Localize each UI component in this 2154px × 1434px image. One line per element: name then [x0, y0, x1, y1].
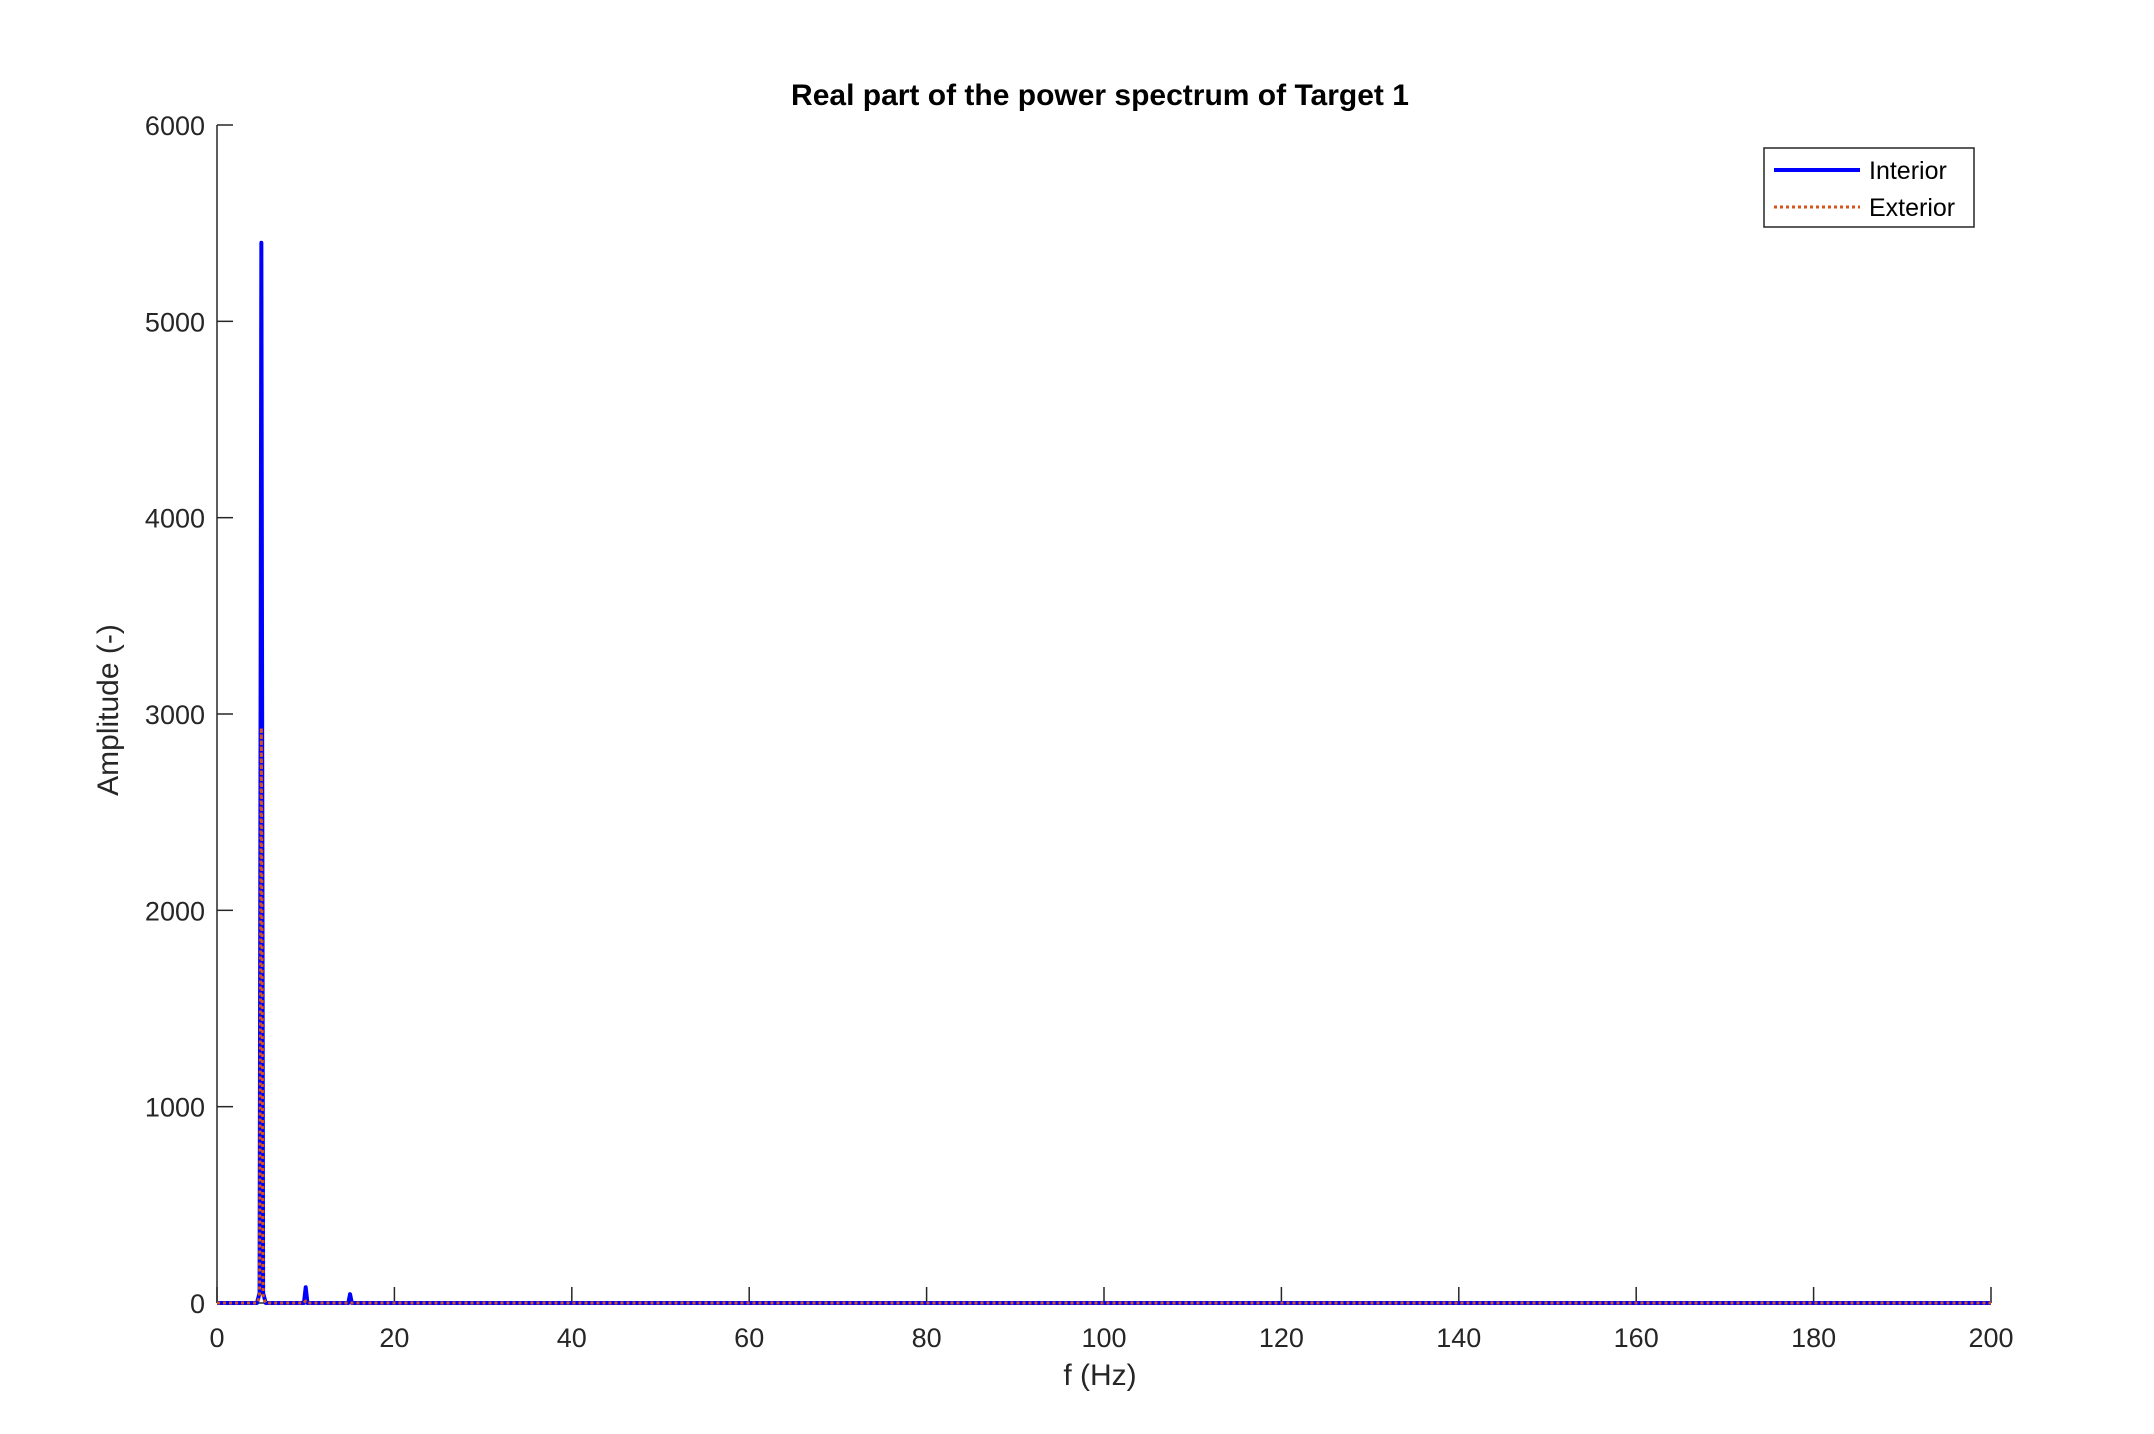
y-tick-label: 1000 [145, 1093, 205, 1123]
legend[interactable]: Interior Exterior [1763, 147, 1975, 228]
x-tick-label: 40 [557, 1323, 587, 1353]
x-tick-label: 160 [1614, 1323, 1659, 1353]
x-tick-label: 180 [1791, 1323, 1836, 1353]
legend-box [1763, 147, 1975, 228]
series-layer [217, 240, 1991, 1305]
x-axis-label: f (Hz) [1063, 1359, 1136, 1392]
x-tick-label: 140 [1436, 1323, 1481, 1353]
y-tick-label: 3000 [145, 700, 205, 730]
series-line-interior [217, 240, 1991, 1305]
y-tick-label: 0 [190, 1289, 205, 1319]
chart-title: Real part of the power spectrum of Targe… [791, 79, 1409, 112]
y-tick-label: 6000 [145, 111, 205, 141]
legend-label-interior: Interior [1869, 157, 1947, 185]
y-tick-label: 4000 [145, 504, 205, 534]
x-tick-label: 80 [912, 1323, 942, 1353]
y-tick-label: 2000 [145, 896, 205, 926]
y-axis-label: Amplitude (-) [92, 624, 125, 796]
x-tick-label: 20 [379, 1323, 409, 1353]
x-tick-label: 60 [734, 1323, 764, 1353]
x-tick-label: 0 [209, 1323, 224, 1353]
x-tick-label: 100 [1081, 1323, 1126, 1353]
axes: 0 20 40 60 80 100 120 140 160 180 2000100020003000… [145, 111, 2014, 1353]
y-tick-label: 5000 [145, 307, 205, 337]
x-tick-label: 120 [1259, 1323, 1304, 1353]
legend-label-exterior: Exterior [1869, 194, 1955, 222]
series-line-exterior [217, 726, 1991, 1305]
x-tick-label: 200 [1968, 1323, 2013, 1353]
